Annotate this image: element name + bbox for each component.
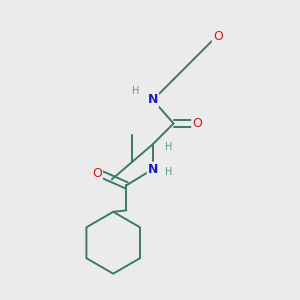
Text: N: N — [148, 163, 158, 176]
Text: O: O — [213, 30, 223, 43]
Text: H: H — [166, 167, 173, 177]
Text: H: H — [166, 142, 173, 152]
Text: O: O — [92, 167, 102, 180]
Text: H: H — [132, 86, 139, 96]
Text: N: N — [148, 93, 158, 106]
Text: O: O — [192, 117, 202, 130]
